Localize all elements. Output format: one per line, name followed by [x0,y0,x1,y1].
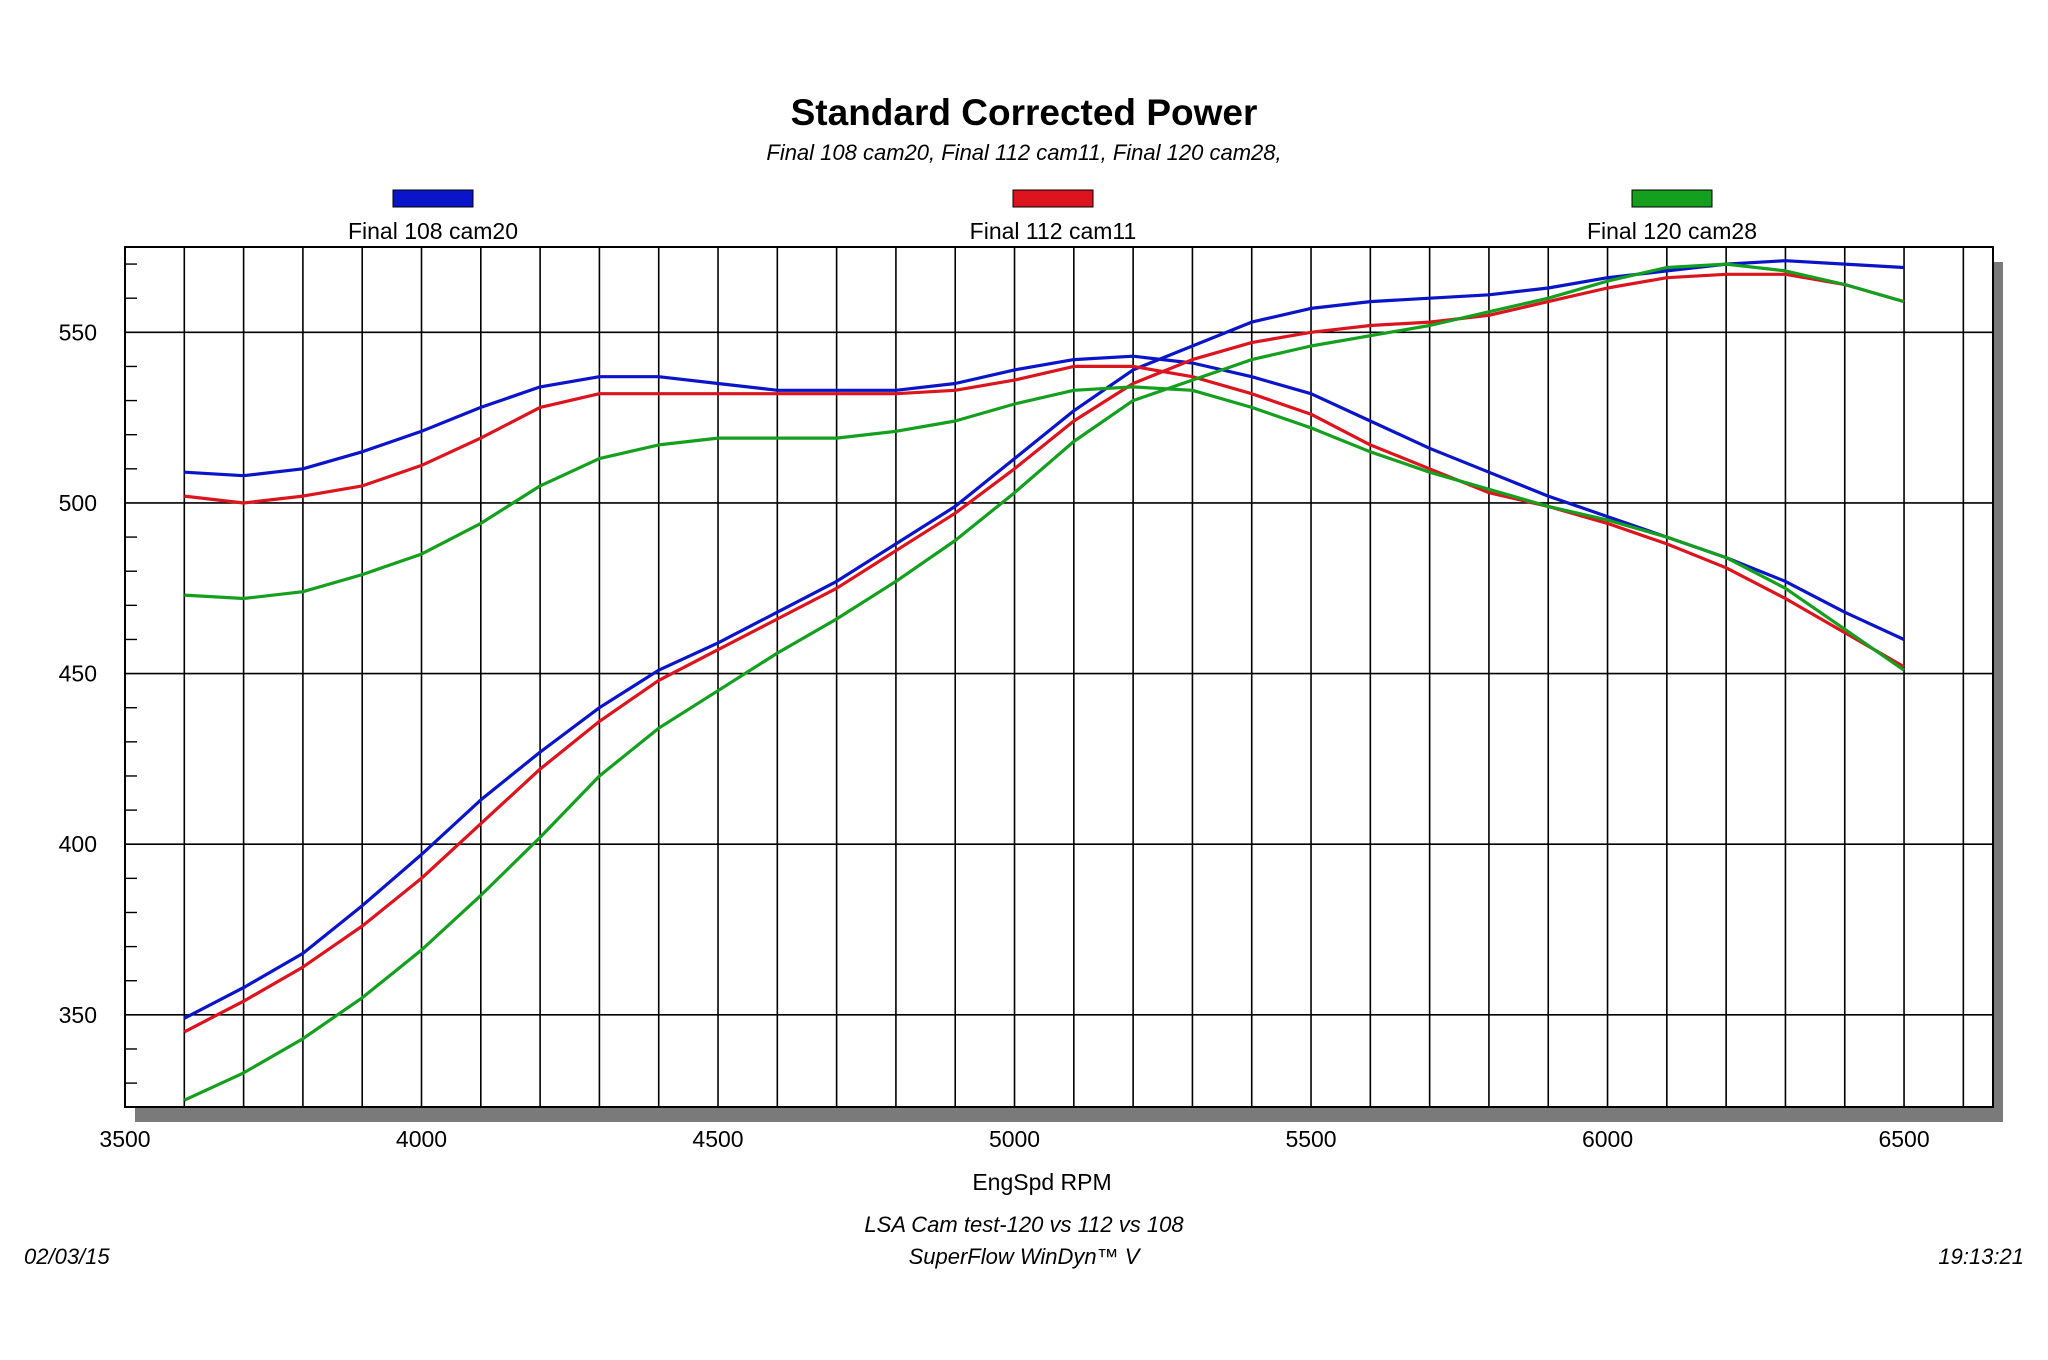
legend-swatch [1012,189,1094,208]
y-tick-label: 550 [59,319,97,345]
x-tick-label: 3500 [99,1126,150,1152]
x-tick-label: 4500 [692,1126,743,1152]
x-tick-label: 4000 [396,1126,447,1152]
x-tick-labels: 3500 4000 4500 5000 5500 6000 6500 [99,1126,1929,1152]
chart-title: Standard Corrected Power [791,92,1258,133]
x-tick-label: 6000 [1582,1126,1633,1152]
x-tick-label: 5000 [989,1126,1040,1152]
test-name: LSA Cam test-120 vs 112 vs 108 [864,1212,1184,1237]
x-tick-label: 5500 [1285,1126,1336,1152]
legend-swatch [392,189,474,208]
y-tick-label: 500 [59,490,97,516]
series-line-final-112-cam11-power [183,272,1905,1034]
y-tick-label: 350 [59,1002,97,1028]
grid [124,247,1993,1107]
y-tick-label: 450 [59,661,97,687]
report-date: 02/03/15 [24,1244,110,1269]
y-tick-labels: 350 400 450 500 550 [59,319,97,1028]
x-tick-label: 6500 [1878,1126,1929,1152]
series-line-final-120-cam28-power [183,262,1905,1102]
legend-label: Final 108 cam20 [348,218,518,244]
series-line-final-120-cam28-torque [184,385,1905,672]
report-time: 19:13:21 [1938,1244,2024,1269]
legend-label: Final 120 cam28 [1587,218,1757,244]
series-line-final-108-cam20-torque [184,354,1905,641]
legend-label: Final 112 cam11 [970,218,1137,244]
legend-swatch [1631,189,1713,208]
chart-subtitle: Final 108 cam20, Final 112 cam11, Final … [766,140,1281,165]
series-line-final-112-cam11-torque [184,364,1905,669]
minor-ticks [125,263,137,1084]
series-lines [183,259,1905,1102]
software-name: SuperFlow WinDyn™ V [909,1244,1142,1269]
series-line-final-108-cam20-power [183,259,1905,1020]
y-tick-label: 400 [59,831,97,857]
x-axis-label: EngSpd RPM [972,1169,1111,1195]
plot-area [124,246,1994,1108]
legend: Final 108 cam20 Final 112 cam11 Final 120 … [348,189,1757,244]
